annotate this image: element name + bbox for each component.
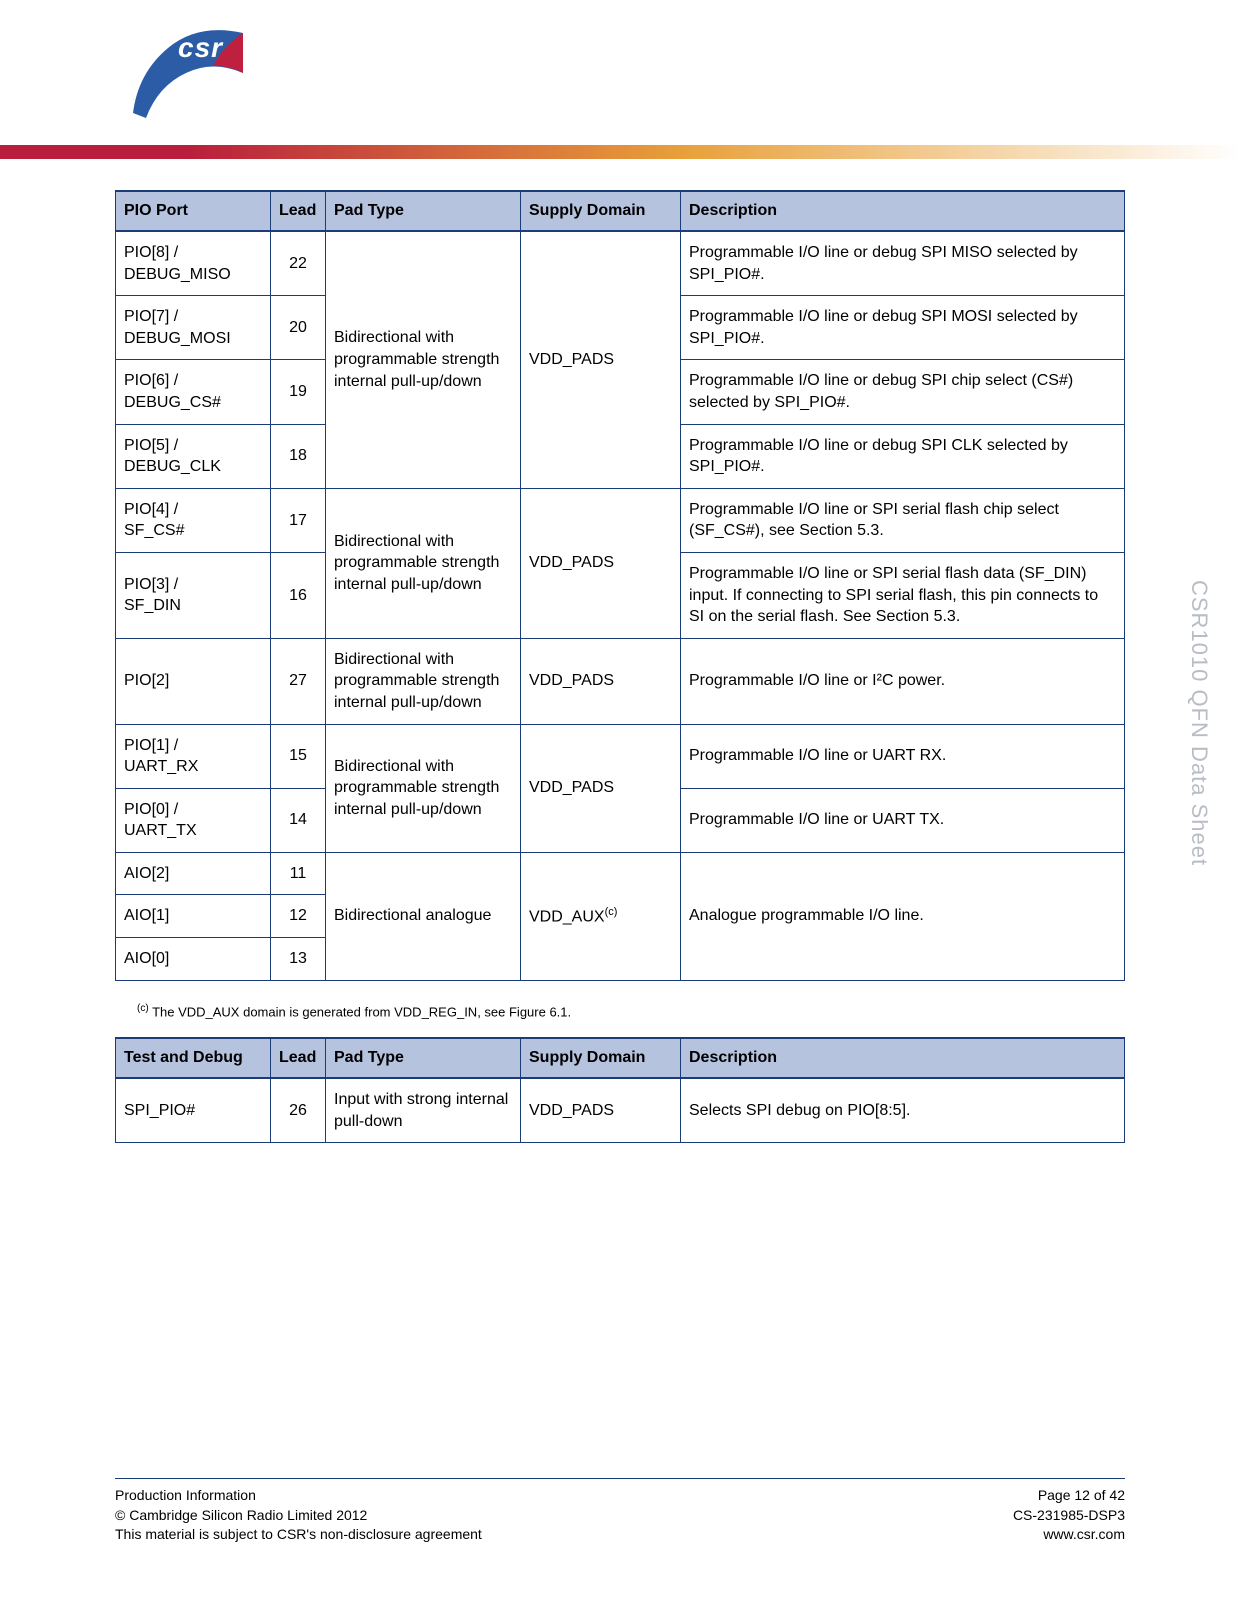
cell-lead: 17 [271,488,326,552]
pio-port-table: PIO Port Lead Pad Type Supply Domain Des… [115,190,1125,981]
cell-padtype: Bidirectional with programmable strength… [326,638,521,724]
col-header: PIO Port [116,191,271,231]
footer-text: © Cambridge Silicon Radio Limited 2012 [115,1506,482,1526]
footer-text: This material is subject to CSR's non-di… [115,1525,482,1545]
footer-right: Page 12 of 42 CS-231985-DSP3 www.csr.com [1013,1486,1125,1545]
page-header: csr [0,0,1240,160]
cell-port: PIO[7] /DEBUG_MOSI [116,296,271,360]
cell-lead: 15 [271,724,326,788]
cell-supply: VDD_PADS [521,488,681,638]
cell-supply: VDD_PADS [521,724,681,852]
cell-lead: 14 [271,788,326,852]
csr-logo: csr [128,18,248,128]
cell-port: PIO[1] /UART_RX [116,724,271,788]
logo-text: csr [178,32,223,64]
col-header: Pad Type [326,1038,521,1078]
cell-desc: Programmable I/O line or I²C power. [681,638,1125,724]
cell-lead: 12 [271,895,326,938]
footer-text: www.csr.com [1013,1525,1125,1545]
cell-desc: Programmable I/O line or SPI serial flas… [681,552,1125,638]
cell-desc: Programmable I/O line or SPI serial flas… [681,488,1125,552]
cell-desc: Programmable I/O line or debug SPI CLK s… [681,424,1125,488]
cell-supply: VDD_PADS [521,231,681,488]
side-document-title: CSR1010 QFN Data Sheet [1186,580,1212,866]
cell-port: PIO[3] /SF_DIN [116,552,271,638]
footnote-c: (c) The VDD_AUX domain is generated from… [137,1003,1125,1019]
cell-padtype: Bidirectional with programmable strength… [326,724,521,852]
cell-padtype: Bidirectional with programmable strength… [326,488,521,638]
cell-padtype: Bidirectional analogue [326,852,521,980]
cell-lead: 22 [271,231,326,296]
page-footer: Production Information © Cambridge Silic… [115,1486,1125,1545]
footer-divider [115,1478,1125,1479]
cell-desc: Programmable I/O line or debug SPI MOSI … [681,296,1125,360]
cell-port: AIO[2] [116,852,271,895]
footer-text: Page 12 of 42 [1013,1486,1125,1506]
cell-lead: 19 [271,360,326,424]
cell-supply: VDD_AUX(c) [521,852,681,980]
cell-desc: Selects SPI debug on PIO[8:5]. [681,1078,1125,1143]
col-header: Description [681,191,1125,231]
col-header: Supply Domain [521,191,681,231]
table-header-row: Test and Debug Lead Pad Type Supply Doma… [116,1038,1125,1078]
footer-text: CS-231985-DSP3 [1013,1506,1125,1526]
cell-desc: Programmable I/O line or debug SPI chip … [681,360,1125,424]
test-debug-table: Test and Debug Lead Pad Type Supply Doma… [115,1037,1125,1143]
cell-desc: Programmable I/O line or UART RX. [681,724,1125,788]
cell-port: PIO[5] /DEBUG_CLK [116,424,271,488]
cell-port: PIO[6] /DEBUG_CS# [116,360,271,424]
cell-desc: Programmable I/O line or debug SPI MISO … [681,231,1125,296]
table-row: AIO[2]11Bidirectional analogueVDD_AUX(c)… [116,852,1125,895]
cell-lead: 13 [271,938,326,981]
col-header: Description [681,1038,1125,1078]
cell-supply: VDD_PADS [521,638,681,724]
col-header: Test and Debug [116,1038,271,1078]
cell-port: AIO[1] [116,895,271,938]
footnote-text: The VDD_AUX domain is generated from VDD… [152,1004,571,1019]
cell-port: PIO[0] /UART_TX [116,788,271,852]
cell-desc: Programmable I/O line or UART TX. [681,788,1125,852]
main-content: PIO Port Lead Pad Type Supply Domain Des… [115,190,1125,1165]
col-header: Lead [271,1038,326,1078]
cell-supply: VDD_PADS [521,1078,681,1143]
footnote-marker: (c) [137,1003,149,1014]
table-row: PIO[1] /UART_RX15Bidirectional with prog… [116,724,1125,788]
table-row: PIO[8] /DEBUG_MISO22Bidirectional with p… [116,231,1125,296]
cell-port: PIO[2] [116,638,271,724]
cell-lead: 11 [271,852,326,895]
cell-port: AIO[0] [116,938,271,981]
header-gradient-bar [0,145,1240,159]
table-header-row: PIO Port Lead Pad Type Supply Domain Des… [116,191,1125,231]
cell-lead: 16 [271,552,326,638]
cell-padtype: Bidirectional with programmable strength… [326,231,521,488]
cell-padtype: Input with strong internal pull-down [326,1078,521,1143]
cell-lead: 27 [271,638,326,724]
table-row: PIO[4] /SF_CS#17Bidirectional with progr… [116,488,1125,552]
table-row: SPI_PIO# 26 Input with strong internal p… [116,1078,1125,1143]
col-header: Lead [271,191,326,231]
cell-port: PIO[4] /SF_CS# [116,488,271,552]
footer-left: Production Information © Cambridge Silic… [115,1486,482,1545]
cell-lead: 26 [271,1078,326,1143]
cell-lead: 20 [271,296,326,360]
cell-desc: Analogue programmable I/O line. [681,852,1125,980]
footer-text: Production Information [115,1486,482,1506]
col-header: Pad Type [326,191,521,231]
cell-port: SPI_PIO# [116,1078,271,1143]
cell-port: PIO[8] /DEBUG_MISO [116,231,271,296]
col-header: Supply Domain [521,1038,681,1078]
cell-lead: 18 [271,424,326,488]
table-row: PIO[2]27Bidirectional with programmable … [116,638,1125,724]
